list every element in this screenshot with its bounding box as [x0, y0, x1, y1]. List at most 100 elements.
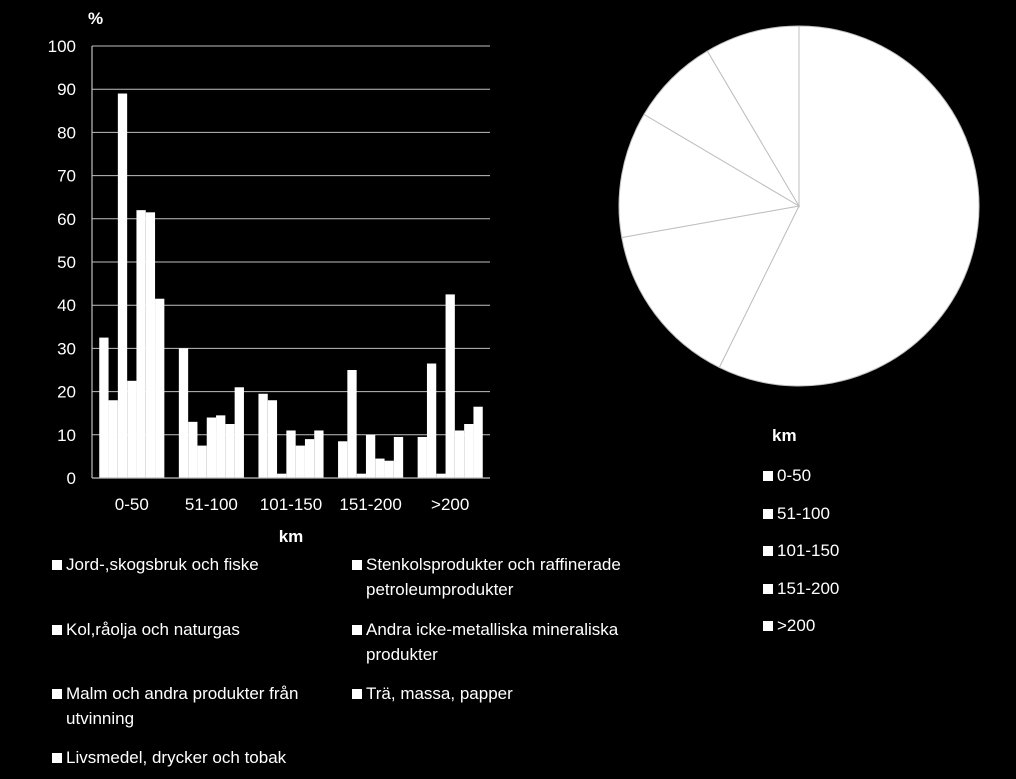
bar	[225, 424, 235, 478]
y-tick-label: 30	[57, 339, 76, 358]
bar-legend-item: Stenkolsprodukter och raffinerade petrol…	[352, 552, 652, 602]
bar	[188, 421, 198, 478]
bar	[108, 400, 118, 478]
bar	[417, 436, 427, 478]
bar	[178, 348, 189, 478]
bar	[445, 294, 455, 478]
bar	[234, 387, 244, 478]
bar	[393, 436, 404, 478]
x-tick-label: >200	[431, 495, 469, 514]
bar	[338, 441, 348, 478]
legend-swatch	[763, 471, 773, 481]
pie-legend-item: 151-200	[763, 576, 913, 601]
pie-legend-item: 101-150	[763, 538, 913, 563]
bar	[197, 445, 207, 478]
legend-label: Trä, massa, papper	[366, 684, 513, 703]
bar	[258, 393, 268, 478]
bar	[454, 430, 465, 478]
legend-swatch	[763, 546, 773, 556]
bar	[136, 210, 146, 478]
bar	[277, 473, 287, 478]
bar-legend-item: Trä, massa, papper	[352, 681, 652, 706]
bar	[286, 430, 296, 478]
bar	[99, 337, 109, 478]
bar	[436, 473, 446, 478]
y-tick-label: 40	[57, 296, 76, 315]
pie-legend-item: 51-100	[763, 501, 913, 526]
legend-label: 151-200	[777, 578, 840, 598]
legend-label: 101-150	[777, 541, 840, 560]
legend-label: Stenkolsprodukter och raffinerade petrol…	[366, 555, 621, 599]
pie-slice	[643, 50, 800, 207]
legend-label: Jord-,skogsbruk och fiske	[66, 555, 259, 574]
bar	[295, 445, 305, 478]
y-axis-ticks: 0 10 20 30 40 50 60 70 80 90 100	[48, 37, 76, 488]
legend-label: Kol,råolja och naturgas	[66, 620, 240, 639]
legend-swatch	[52, 753, 62, 763]
bar	[365, 434, 376, 478]
y-tick-label: 60	[57, 210, 76, 229]
bar	[304, 439, 315, 478]
bar	[473, 406, 483, 478]
legend-swatch	[352, 689, 362, 699]
bar	[384, 460, 394, 478]
x-tick-label: 151-200	[339, 495, 401, 514]
bar-legend-item: Andra icke-metalliska mineraliska produk…	[352, 617, 652, 667]
bar-series	[99, 93, 483, 479]
y-tick-label: 90	[57, 80, 76, 99]
legend-label: Andra icke-metalliska mineraliska produk…	[366, 620, 619, 664]
bar	[206, 417, 217, 478]
legend-swatch	[763, 621, 773, 631]
pie-legend-item: 0-50	[763, 463, 913, 488]
bar	[375, 458, 385, 478]
pie-chart	[618, 25, 980, 387]
x-axis-ticks: 0-50 51-100 101-150 151-200 >200	[115, 495, 470, 514]
bar	[117, 93, 128, 479]
y-tick-label: 80	[57, 123, 76, 142]
bar	[216, 415, 226, 478]
legend-swatch	[763, 508, 773, 519]
bar	[426, 363, 437, 478]
bar	[127, 380, 137, 478]
legend-label: 0-50	[777, 466, 812, 485]
y-tick-label: 10	[57, 426, 76, 445]
bar	[356, 473, 366, 478]
legend-label: >200	[777, 616, 816, 635]
legend-swatch	[52, 689, 62, 699]
legend-label: Malm och andra produkter från utvinning	[66, 684, 299, 728]
legend-swatch	[763, 583, 773, 594]
y-tick-label: 20	[57, 383, 76, 402]
x-tick-label: 0-50	[115, 495, 149, 514]
y-tick-label: 100	[48, 37, 76, 56]
x-tick-label: 51-100	[185, 495, 238, 514]
y-axis-title: %	[88, 9, 103, 28]
bar	[155, 298, 165, 478]
bar-legend-item: Livsmedel, drycker och tobak	[52, 745, 337, 770]
legend-swatch	[352, 560, 362, 570]
pie-slice	[621, 205, 800, 369]
legend-label: 51-100	[777, 503, 830, 523]
legend-swatch	[352, 625, 362, 635]
bar-legend-item: Malm och andra produkter från utvinning	[52, 681, 337, 731]
bar	[314, 430, 324, 478]
legend-swatch	[52, 560, 62, 570]
pie-slice	[718, 25, 980, 387]
bar-legend-item: Kol,råolja och naturgas	[52, 617, 337, 642]
pie-legend-title: km	[772, 426, 797, 445]
legend-swatch	[52, 625, 62, 635]
pie-slice	[618, 113, 801, 239]
bar	[347, 370, 357, 478]
pie-legend-item: >200	[763, 613, 913, 638]
x-tick-label: 101-150	[260, 495, 322, 514]
x-axis-title: km	[279, 527, 304, 546]
y-tick-label: 0	[67, 469, 76, 488]
legend-label: Livsmedel, drycker och tobak	[66, 748, 287, 767]
bar	[145, 212, 156, 478]
y-tick-label: 70	[57, 167, 76, 186]
y-tick-label: 50	[57, 253, 76, 272]
bar	[464, 424, 474, 478]
pie-slice	[706, 25, 800, 208]
bar-legend-item: Jord-,skogsbruk och fiske	[52, 552, 337, 577]
bar	[267, 400, 278, 478]
